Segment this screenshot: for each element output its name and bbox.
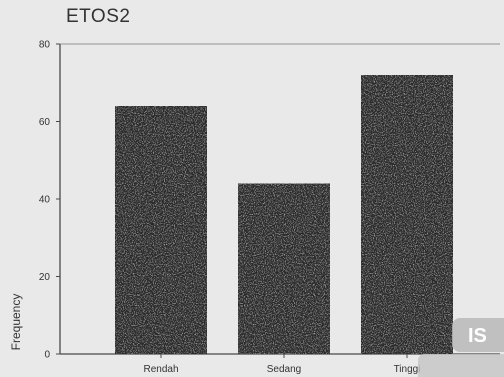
y-tick-label: 60: [39, 117, 51, 128]
x-tick-label-rendah: Rendah: [143, 364, 178, 375]
y-tick-label: 20: [39, 272, 51, 283]
chart-title: ETOS2: [66, 6, 131, 27]
y-tick-label: 0: [44, 350, 50, 361]
bar-sedang: [238, 183, 330, 354]
bar-tinggi: [361, 75, 453, 354]
bars: [115, 75, 453, 354]
y-tick-label: 40: [39, 195, 51, 206]
watermark-text: IS: [468, 325, 487, 347]
x-tick-label-tinggi: Tinggi: [394, 364, 421, 375]
axis-labels: 0 20 40 60 80 Rendah Sedang Tinggi: [39, 40, 421, 376]
bar-rendah: [115, 106, 207, 354]
x-tick-label-sedang: Sedang: [267, 364, 301, 375]
y-tick-label: 80: [39, 40, 51, 51]
